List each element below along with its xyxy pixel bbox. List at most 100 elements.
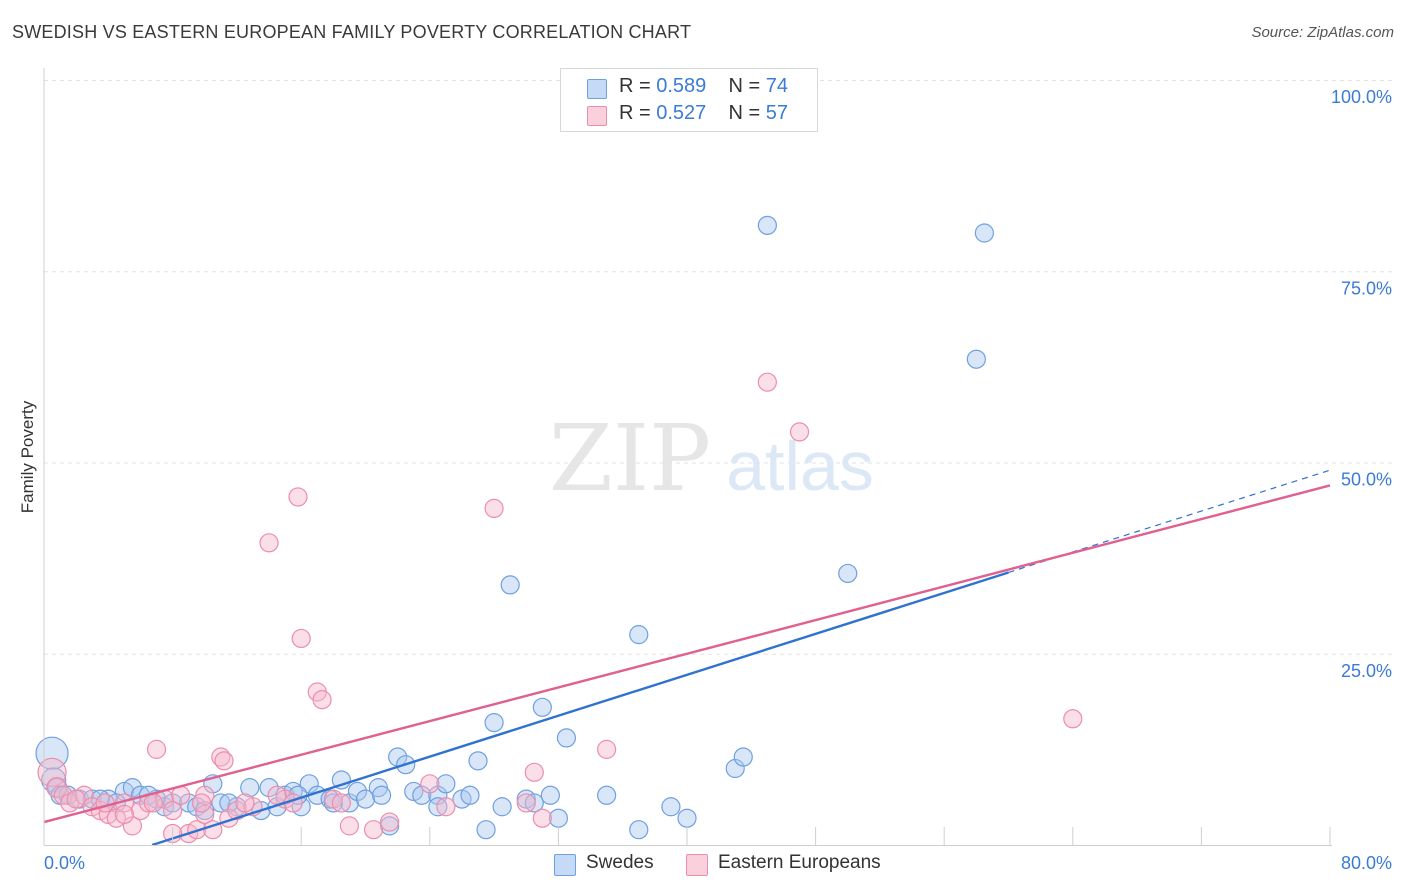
n-label: N = (728, 102, 766, 124)
swedes-point (548, 808, 569, 828)
source-label: Source: ZipAtlas.com (1251, 24, 1394, 41)
swedes-point (966, 349, 986, 369)
r-value: 0.589 (656, 75, 707, 97)
swedes-point (677, 808, 697, 828)
eastern-point (227, 800, 247, 821)
legend-text: R = 0.589 N = 74 (619, 75, 788, 98)
n-label: N = (728, 75, 766, 97)
eastern-point (757, 372, 777, 392)
swedes-swatch-icon (554, 854, 576, 876)
swedes-point (629, 820, 649, 840)
eastern-point (267, 785, 287, 805)
swedes-point (428, 785, 448, 805)
eastern-trend-line (43, 484, 1331, 824)
eastern-swatch-icon (686, 854, 708, 876)
r-label: R = (619, 75, 657, 97)
n-value: 74 (765, 75, 789, 97)
eastern-point (146, 739, 167, 759)
eastern-point (37, 757, 67, 787)
swedes-point (428, 797, 448, 817)
swedes-point (597, 785, 617, 805)
eastern-point (597, 739, 617, 759)
eastern-point (53, 785, 73, 805)
gridlines (44, 80, 1392, 655)
axes (43, 68, 1332, 846)
eastern-point (380, 812, 400, 832)
x-tick-label: 80.0% (1341, 853, 1392, 873)
correlation-legend: R = 0.589 N = 74 R = 0.527 N = 57 (560, 68, 818, 132)
swedes-point (436, 774, 456, 794)
swedes-point (974, 223, 994, 243)
swedes-point (355, 789, 376, 809)
swedes-point (540, 785, 560, 805)
eastern-point (331, 793, 351, 813)
swedes-point (532, 697, 552, 717)
swedes-point (299, 774, 319, 794)
eastern-point (363, 820, 384, 840)
swedes-point (725, 758, 745, 779)
y-tick-label: 50.0% (1341, 470, 1392, 490)
eastern-point (339, 816, 360, 836)
swedes-point (240, 778, 260, 798)
eastern-point (524, 762, 544, 782)
eastern-point (122, 816, 143, 836)
y-tick-label: 25.0% (1341, 661, 1392, 681)
swedes-point (259, 778, 279, 798)
y-tick-label: 75.0% (1341, 278, 1392, 298)
eastern-point (312, 690, 332, 710)
swedes-point (371, 785, 392, 805)
watermark: ZIP atlas (549, 405, 874, 512)
swedes-point (556, 728, 577, 748)
swedes-point (838, 563, 858, 584)
swedes-point (629, 625, 649, 645)
eastern-point (532, 808, 552, 828)
eastern-point (516, 793, 536, 813)
swedes-point (492, 797, 512, 817)
eastern-point (195, 804, 215, 825)
page-title: SWEDISH VS EASTERN EUROPEAN FAMILY POVER… (12, 22, 692, 42)
eastern-point (420, 774, 440, 794)
swedes-point (476, 820, 496, 840)
eastern-label: Eastern Europeans (718, 852, 881, 873)
eastern-point (95, 793, 115, 813)
eastern-point (235, 793, 255, 813)
eastern-point (259, 533, 279, 553)
data-points (35, 215, 1083, 844)
eastern-point (436, 797, 456, 817)
swedes-point (267, 797, 287, 817)
swedes-point (661, 797, 681, 817)
trend-lines (43, 469, 1331, 847)
swedes-point (122, 778, 143, 798)
eastern-point (143, 793, 163, 813)
swedes-point (219, 793, 239, 813)
watermark-atlas: atlas (726, 427, 874, 505)
swedes-point (347, 781, 368, 802)
swedes-point (757, 215, 777, 235)
eastern-point (66, 789, 86, 809)
eastern-point (484, 498, 504, 518)
y-tick-label: 100.0% (1331, 87, 1392, 107)
swedes-point (468, 751, 488, 771)
swedes-point (484, 712, 504, 733)
r-label: R = (619, 102, 657, 124)
y-axis-label: Family Poverty (18, 400, 37, 513)
watermark-zip: ZIP (549, 405, 711, 512)
swedes-point (211, 793, 231, 813)
swedes-point (460, 785, 480, 805)
x-tick-label: 0.0% (44, 853, 85, 873)
swedes-point (500, 575, 520, 595)
eastern-point (163, 800, 183, 821)
swedes-point (524, 793, 544, 813)
swedes-point (339, 793, 360, 813)
swedes-label: Swedes (586, 852, 654, 873)
eastern-point (291, 628, 311, 649)
r-value: 0.527 (656, 102, 707, 124)
n-value: 57 (765, 102, 789, 124)
eastern-point (214, 751, 234, 771)
swedes-trend-line (151, 571, 1009, 847)
eastern-point (789, 422, 810, 442)
legend-text: R = 0.527 N = 57 (619, 102, 788, 125)
tick-labels: 25.0% 50.0% 75.0% 100.0% 0.0% 80.0% (44, 87, 1392, 873)
eastern-point (114, 804, 134, 825)
